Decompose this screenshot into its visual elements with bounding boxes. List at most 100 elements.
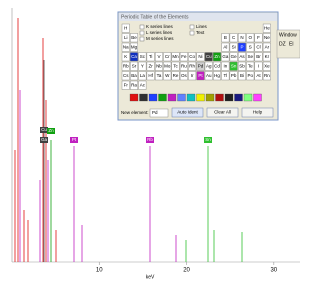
element-cell[interactable] — [188, 52, 197, 62]
checkbox[interactable] — [189, 24, 195, 30]
element-cell[interactable] — [121, 52, 130, 62]
element-cell[interactable] — [171, 61, 180, 71]
element-cell[interactable] — [213, 52, 222, 62]
element-cell[interactable] — [204, 71, 213, 81]
element-cell[interactable] — [221, 42, 230, 52]
element-cell[interactable] — [188, 61, 197, 71]
element-cell[interactable] — [221, 33, 230, 43]
element-cell[interactable] — [262, 61, 271, 71]
color-swatch[interactable] — [129, 93, 139, 102]
element-cell[interactable] — [130, 33, 139, 43]
element-cell[interactable] — [121, 42, 130, 52]
element-cell[interactable] — [262, 42, 271, 52]
color-swatch[interactable] — [205, 93, 215, 102]
element-cell[interactable] — [146, 61, 155, 71]
element-cell[interactable] — [179, 71, 188, 81]
element-cell[interactable] — [163, 71, 172, 81]
element-cell[interactable] — [221, 71, 230, 81]
checkbox[interactable] — [189, 30, 195, 36]
new-element-input[interactable] — [149, 108, 169, 118]
element-cell[interactable] — [237, 42, 246, 52]
element-cell[interactable] — [262, 52, 271, 62]
element-cell[interactable] — [246, 42, 255, 52]
color-swatch[interactable] — [177, 93, 186, 102]
color-swatch[interactable] — [196, 93, 205, 102]
element-cell[interactable] — [146, 52, 155, 62]
button[interactable] — [206, 107, 239, 118]
element-cell[interactable] — [246, 61, 255, 71]
element-cell[interactable] — [154, 71, 163, 81]
element-cell[interactable] — [196, 71, 205, 81]
element-cell[interactable] — [138, 71, 147, 81]
element-cell[interactable] — [121, 80, 130, 90]
element-cell[interactable] — [254, 52, 263, 62]
color-swatch[interactable] — [148, 93, 158, 102]
element-cell[interactable] — [254, 42, 263, 52]
element-cell[interactable] — [246, 52, 255, 62]
element-cell[interactable] — [146, 71, 155, 81]
element-cell[interactable] — [221, 61, 230, 71]
element-cell[interactable] — [204, 52, 213, 62]
element-cell[interactable] — [130, 52, 139, 62]
element-cell[interactable] — [138, 80, 147, 90]
element-cell[interactable] — [121, 71, 130, 81]
element-cell[interactable] — [262, 71, 271, 81]
element-cell[interactable] — [130, 71, 139, 81]
element-cell[interactable] — [254, 71, 263, 81]
element-cell[interactable] — [229, 42, 238, 52]
element-cell[interactable] — [237, 33, 246, 43]
element-cell[interactable] — [246, 33, 255, 43]
color-swatch[interactable] — [215, 93, 224, 102]
color-swatch[interactable] — [139, 93, 148, 102]
element-cell[interactable] — [130, 61, 139, 71]
color-swatch[interactable] — [158, 93, 167, 102]
element-cell[interactable] — [221, 52, 230, 62]
element-cell[interactable] — [179, 52, 188, 62]
element-cell[interactable] — [188, 71, 197, 81]
element-cell[interactable] — [262, 33, 271, 43]
element-cell[interactable] — [229, 61, 238, 71]
element-cell[interactable] — [121, 33, 130, 43]
element-cell[interactable] — [130, 80, 139, 90]
element-cell[interactable] — [229, 71, 238, 81]
element-cell[interactable] — [179, 61, 188, 71]
element-cell[interactable] — [130, 42, 139, 52]
element-cell[interactable] — [237, 52, 246, 62]
element-cell[interactable] — [237, 61, 246, 71]
checkbox[interactable] — [139, 24, 145, 30]
checkbox[interactable] — [139, 30, 145, 36]
color-swatch[interactable] — [243, 93, 253, 102]
element-cell[interactable] — [254, 61, 263, 71]
element-cell[interactable] — [138, 61, 147, 71]
element-cell[interactable] — [154, 52, 163, 62]
color-swatch[interactable] — [186, 93, 196, 102]
button[interactable] — [241, 107, 274, 118]
element-cell[interactable] — [163, 61, 172, 71]
element-symbol: Fe — [181, 54, 187, 59]
element-cell[interactable] — [213, 71, 222, 81]
element-cell[interactable] — [246, 71, 255, 81]
element-cell[interactable] — [204, 61, 213, 71]
element-cell[interactable] — [196, 61, 205, 71]
color-swatch[interactable] — [224, 93, 234, 102]
color-swatch[interactable] — [234, 93, 243, 102]
element-cell[interactable] — [171, 52, 180, 62]
element-symbol: Na — [123, 44, 129, 49]
element-cell[interactable] — [229, 33, 238, 43]
color-swatch[interactable] — [167, 93, 177, 102]
element-cell[interactable] — [254, 33, 263, 43]
element-cell[interactable] — [237, 71, 246, 81]
element-cell[interactable] — [262, 23, 271, 33]
element-cell[interactable] — [121, 23, 130, 33]
element-cell[interactable] — [171, 71, 180, 81]
checkbox[interactable] — [139, 36, 145, 42]
element-cell[interactable] — [196, 52, 205, 62]
color-swatch[interactable] — [253, 93, 262, 102]
element-cell[interactable] — [138, 52, 147, 62]
element-cell[interactable] — [229, 52, 238, 62]
element-cell[interactable] — [154, 61, 163, 71]
element-cell[interactable] — [121, 61, 130, 71]
button[interactable] — [171, 107, 204, 118]
element-cell[interactable] — [163, 52, 172, 62]
element-cell[interactable] — [213, 61, 222, 71]
